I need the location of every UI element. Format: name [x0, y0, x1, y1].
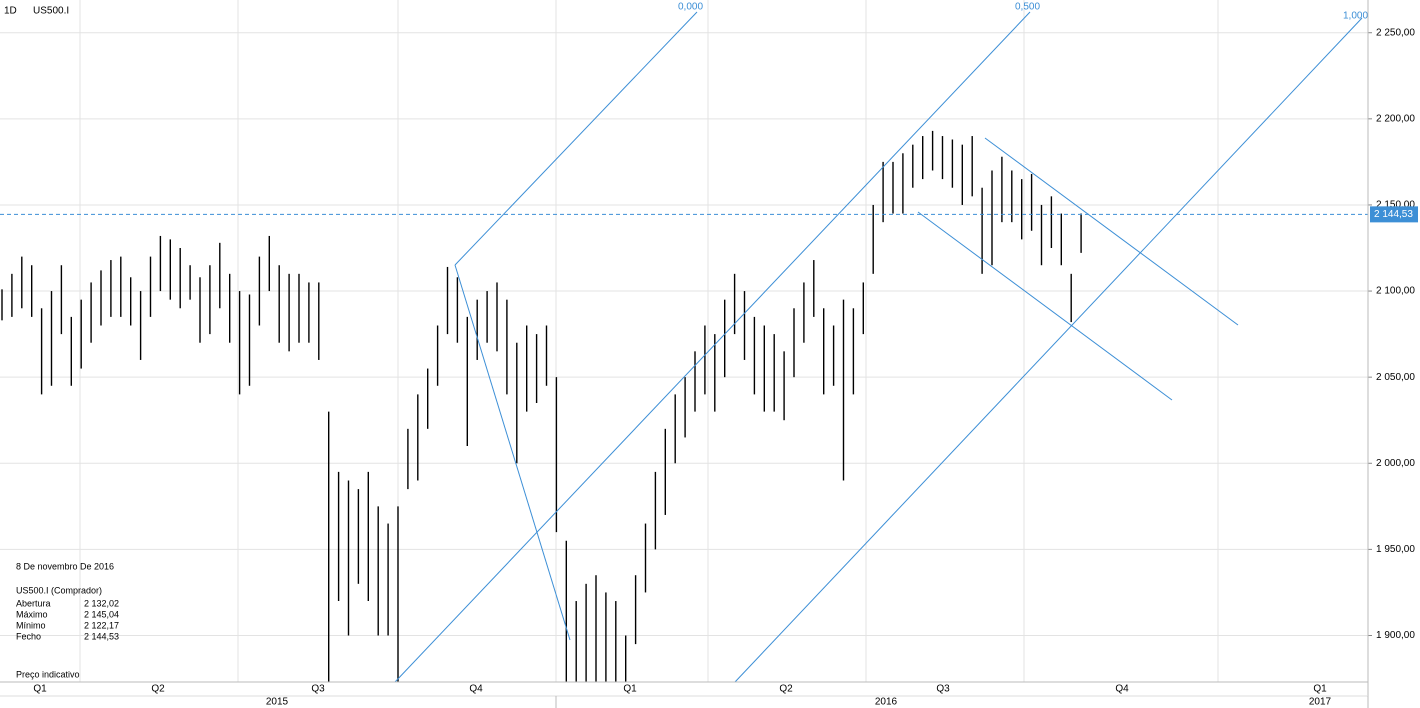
fib-line — [734, 17, 1363, 683]
quarter-label: Q2 — [151, 684, 165, 695]
last-price-label: 2 144,53 — [1374, 209, 1413, 220]
trend-line — [454, 264, 571, 641]
y-tick-label: 1 900,00 — [1376, 630, 1415, 641]
quarter-label: Q3 — [311, 684, 325, 695]
y-tick-label: 2 100,00 — [1376, 286, 1415, 297]
fib-label: 0,500 — [1015, 2, 1040, 13]
info-value: 2 144,53 — [84, 631, 119, 641]
info-label: Abertura — [16, 598, 51, 608]
info-instrument: US500.I (Comprador) — [16, 585, 102, 595]
info-panel: 8 De novembro De 2016 US500.I (Comprador… — [16, 561, 119, 679]
interval: 1D — [4, 6, 17, 17]
info-date: 8 De novembro De 2016 — [16, 561, 114, 571]
info-value: 2 145,04 — [84, 609, 119, 619]
info-value: 2 122,17 — [84, 620, 119, 630]
fib-label: 1,000 — [1343, 11, 1368, 22]
year-label: 2015 — [266, 697, 289, 708]
drawings: 0,000 0,500 1,000 — [394, 2, 1368, 683]
price-grid: 1 900,00 1 950,00 2 000,00 2 050,00 2 100,00… — [0, 27, 1415, 641]
quarter-label: Q1 — [623, 684, 637, 695]
quarter-label: Q1 — [1313, 684, 1327, 695]
info-label: Fecho — [16, 631, 41, 641]
quarter-label: Q4 — [1115, 684, 1129, 695]
channel-line — [984, 137, 1239, 326]
y-tick-label: 2 250,00 — [1376, 27, 1415, 38]
fib-line — [394, 11, 1031, 683]
info-label: Mínimo — [16, 620, 46, 630]
time-axis: Q1 Q2 Q3 Q4 Q1 Q2 Q3 Q4 Q1 2015 2016 2017 — [33, 684, 1331, 708]
channel-line — [917, 211, 1173, 401]
last-price-box — [1370, 206, 1418, 223]
quarter-label: Q2 — [779, 684, 793, 695]
y-tick-label: 2 000,00 — [1376, 458, 1415, 469]
symbol: US500.I — [33, 6, 69, 17]
info-value: 2 132,02 — [84, 598, 119, 608]
time-grid — [79, 0, 1219, 682]
y-tick-label: 2 150,00 — [1376, 200, 1415, 211]
quarter-label: Q3 — [936, 684, 950, 695]
quarter-label: Q4 — [469, 684, 483, 695]
fib-line — [454, 11, 698, 266]
last-price: 2 144,53 — [0, 206, 1418, 223]
y-tick-label: 2 200,00 — [1376, 113, 1415, 124]
info-label: Máximo — [16, 609, 48, 619]
info-note: Preço indicativo — [16, 669, 80, 679]
y-tick-label: 2 050,00 — [1376, 372, 1415, 383]
year-label: 2016 — [875, 697, 898, 708]
year-label: 2017 — [1309, 697, 1332, 708]
price-bars — [1, 130, 1082, 682]
y-tick-label: 1 950,00 — [1376, 544, 1415, 555]
fib-label: 0,000 — [678, 2, 703, 13]
quarter-label: Q1 — [33, 684, 47, 695]
